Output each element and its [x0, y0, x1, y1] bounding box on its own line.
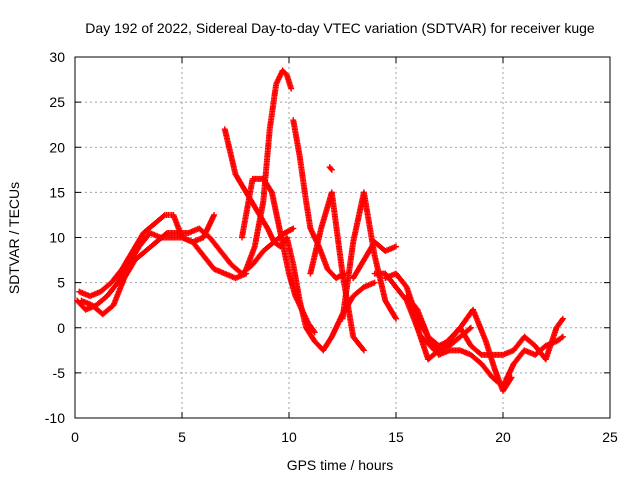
data-point-markers [339, 189, 399, 322]
x-tick-label: 5 [178, 429, 186, 445]
data-point-markers [243, 67, 295, 273]
series-arc-2 [76, 211, 218, 300]
y-tick-label: -10 [45, 410, 65, 426]
y-tick-label: -5 [53, 365, 66, 381]
grid-lines [75, 57, 610, 418]
y-tick-label: 15 [49, 184, 65, 200]
series-arc-3 [78, 225, 297, 318]
x-axis-label: GPS time / hours [287, 457, 394, 473]
x-tick-label: 25 [602, 429, 618, 445]
y-axis-label: SDTVAR / TECUs [6, 182, 22, 294]
x-tick-label: 20 [495, 429, 511, 445]
series-arc-1 [74, 229, 250, 313]
data-point-markers [74, 229, 250, 313]
data-point-markers [418, 306, 515, 394]
y-tick-label: 30 [49, 49, 65, 65]
x-tick-label: 10 [281, 429, 297, 445]
y-tick-label: 5 [57, 275, 65, 291]
series-arc-15 [326, 164, 335, 173]
chart-title: Day 192 of 2022, Sidereal Day-to-day VTE… [85, 20, 595, 36]
series-arc-7 [290, 117, 348, 282]
series-arc-12 [382, 270, 566, 390]
data-point-markers [382, 270, 566, 390]
series-arc-10 [350, 239, 399, 282]
y-tick-label: 20 [49, 139, 65, 155]
x-tick-label: 0 [71, 429, 79, 445]
series-arc-14 [418, 306, 515, 394]
data-points [74, 67, 566, 394]
series-arc-9 [339, 189, 399, 322]
data-point-markers [76, 211, 218, 300]
data-point-markers [78, 225, 297, 318]
x-tick-label: 15 [388, 429, 404, 445]
y-tick-label: 25 [49, 94, 65, 110]
axis-ticks: 0 5 10 15 20 25 -10 -5 0 5 10 15 20 25 30 [45, 49, 618, 445]
data-point-markers [290, 117, 348, 282]
series-arc-6 [243, 67, 295, 273]
data-point-markers [326, 164, 335, 173]
y-tick-label: 0 [57, 320, 65, 336]
data-point-markers [350, 239, 399, 282]
y-tick-label: 10 [49, 230, 65, 246]
